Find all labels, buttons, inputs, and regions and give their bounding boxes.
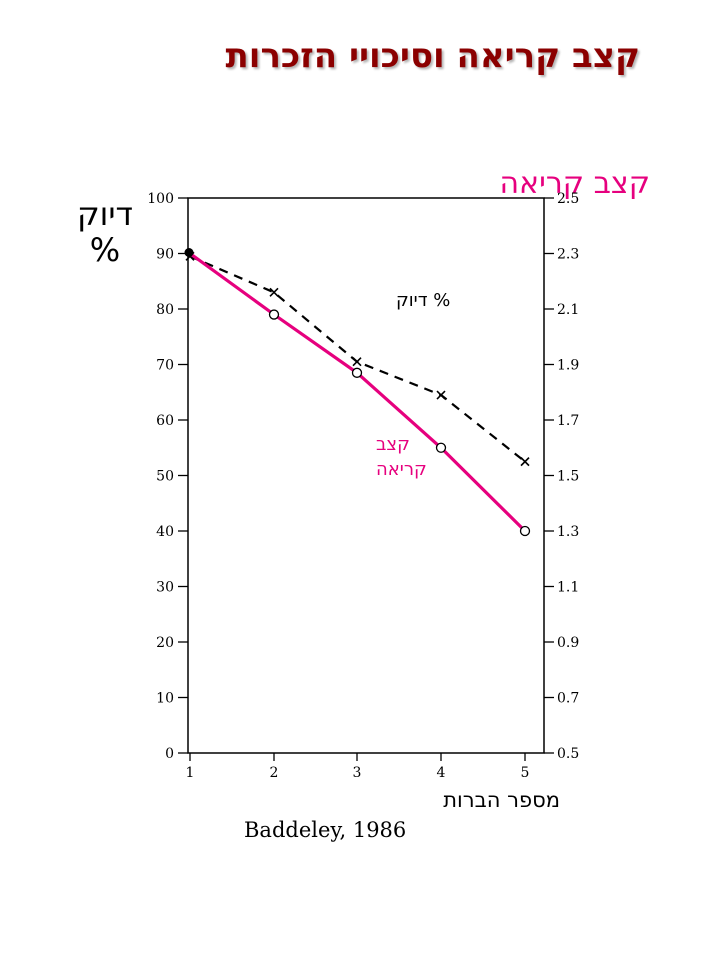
right-axis-tick-label: 1.5 bbox=[557, 469, 579, 485]
left-axis-tick-label: 20 bbox=[156, 635, 174, 651]
right-axis-tick-label: 2.3 bbox=[557, 247, 579, 263]
point-cross-b bbox=[520, 457, 530, 467]
reading-rate-point bbox=[184, 248, 194, 257]
x-axis-title: מספר הברות bbox=[443, 788, 560, 812]
rate-series-label-line2: קריאה bbox=[376, 459, 427, 480]
x-axis-tick-label: 5 bbox=[521, 765, 530, 781]
left-axis-tick-label: 50 bbox=[156, 469, 174, 485]
left-axis-title-line1: דיוק bbox=[76, 195, 134, 233]
accuracy-series-label: % דיוק bbox=[396, 290, 450, 311]
x-axis: 1 2 3 4 5 bbox=[186, 753, 530, 781]
left-axis-tick-label: 60 bbox=[156, 413, 174, 429]
left-axis-tick-label: 0 bbox=[165, 746, 174, 762]
rate-series-label-line1: קצב bbox=[376, 434, 410, 455]
reading-rate-series-shadow-line bbox=[189, 252, 526, 532]
right-axis-tick-label: 1.9 bbox=[557, 358, 579, 374]
point-cross-b bbox=[436, 390, 446, 400]
citation: Baddeley, 1986 bbox=[244, 818, 407, 842]
reading-rate-series-line bbox=[189, 252, 527, 533]
right-axis-tick-label: 2.1 bbox=[557, 302, 579, 318]
point-cross-b bbox=[352, 357, 362, 367]
left-axis-title-line2: % bbox=[89, 231, 121, 269]
right-axis-tick-label: 0.7 bbox=[557, 691, 579, 707]
left-axis-tick-label: 70 bbox=[156, 358, 174, 374]
left-axis-tick-label: 90 bbox=[156, 247, 174, 263]
point-cross-b bbox=[269, 287, 279, 297]
reading-rate-point bbox=[351, 367, 363, 378]
left-axis-title: דיוק % bbox=[60, 196, 150, 268]
accuracy-point bbox=[436, 390, 446, 400]
accuracy-series-line bbox=[189, 255, 526, 463]
right-axis-tick-label: 1.7 bbox=[557, 413, 579, 429]
left-axis-tick-label: 100 bbox=[147, 191, 174, 207]
left-axis-tick-label: 40 bbox=[156, 524, 174, 540]
reading-rate-point bbox=[268, 309, 280, 320]
right-axis-tick-label: 1.1 bbox=[557, 580, 579, 596]
right-axis-tick-label: 0.9 bbox=[557, 635, 579, 651]
right-axis: 0.5 0.7 0.9 1.1 1.3 1.5 1.7 1.9 2.1 2.3 2.5 bbox=[544, 191, 579, 762]
reading-rate-point bbox=[519, 525, 531, 537]
right-axis-title: קצב קריאה bbox=[499, 166, 650, 201]
right-axis-tick-label: 0.5 bbox=[557, 746, 579, 762]
x-axis-tick-label: 3 bbox=[353, 765, 362, 781]
plot-frame bbox=[187, 197, 545, 754]
left-axis: 0 10 20 30 40 50 60 70 80 90 100 bbox=[147, 191, 188, 762]
x-axis-tick-label: 2 bbox=[270, 765, 279, 781]
reading-rate-point bbox=[435, 442, 447, 453]
left-axis-tick-label: 10 bbox=[156, 691, 174, 707]
series-layer bbox=[184, 248, 531, 537]
right-axis-tick-label: 1.3 bbox=[557, 524, 579, 540]
accuracy-point bbox=[269, 287, 279, 297]
x-axis-tick-label: 1 bbox=[186, 765, 195, 781]
left-axis-tick-label: 30 bbox=[156, 580, 174, 596]
x-axis-tick-label: 4 bbox=[437, 765, 446, 781]
accuracy-point bbox=[352, 357, 362, 367]
right-axis-tick-label: 2.5 bbox=[557, 191, 579, 207]
page-title: קצב קריאה וסיכויי הזכרות bbox=[225, 36, 640, 76]
accuracy-point bbox=[520, 457, 530, 467]
left-axis-tick-label: 80 bbox=[156, 302, 174, 318]
